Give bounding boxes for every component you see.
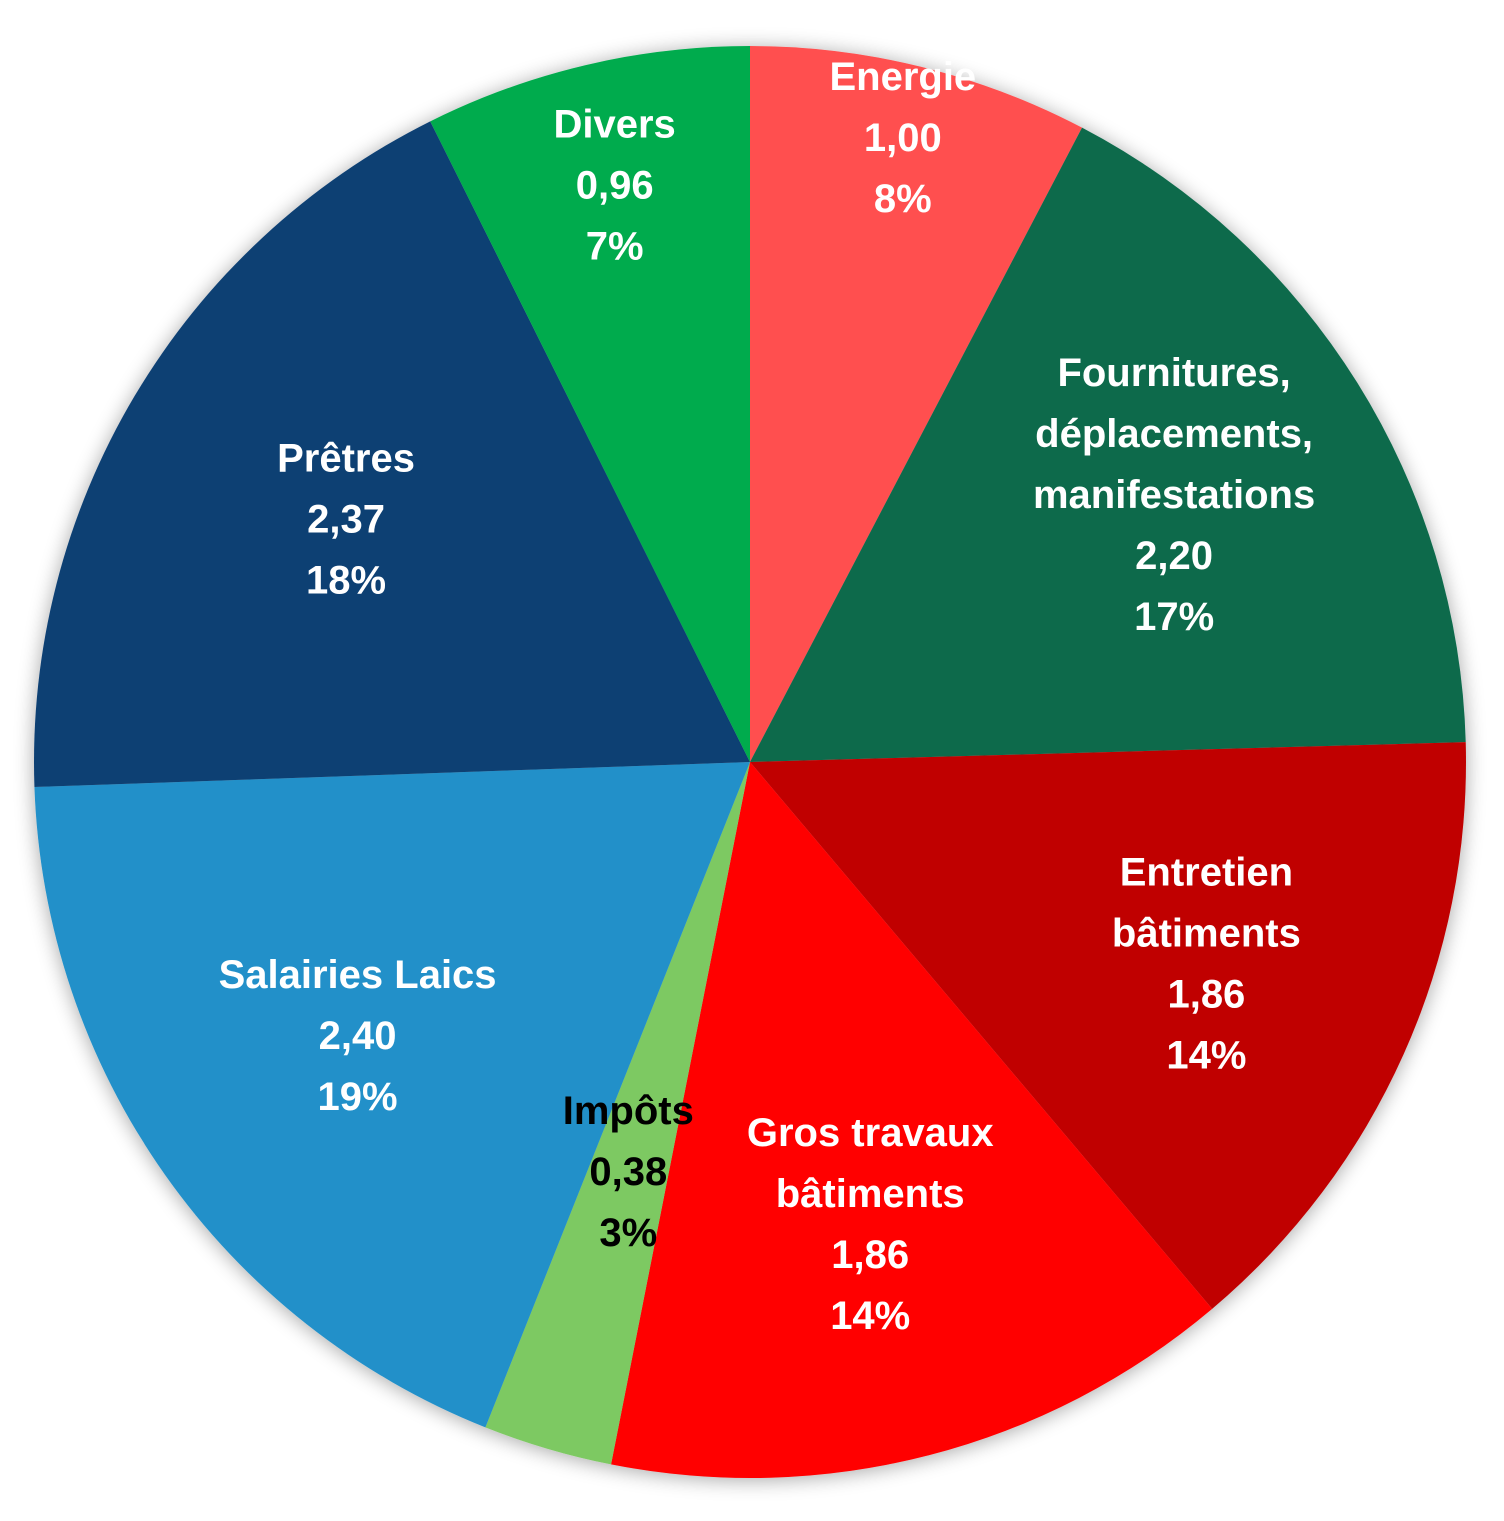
slice-category-label: Divers [553, 102, 675, 146]
pie-slice-label-7: Divers 0,96 7% [553, 102, 675, 268]
slice-value-label: 0,38 [589, 1150, 667, 1194]
pie-slice-1 [750, 127, 1466, 762]
slice-category-label: Impôts [563, 1089, 694, 1133]
slice-percent-label: 8% [874, 177, 932, 221]
slice-percent-label: 3% [599, 1211, 657, 1255]
slice-percent-label: 7% [586, 224, 644, 268]
pie-slice-4 [485, 762, 750, 1465]
slice-category-label: bâtiments [1112, 911, 1301, 955]
pie-slice-label-0: Energie 1,00 8% [829, 55, 976, 221]
slice-category-label: bâtiments [776, 1172, 965, 1216]
slice-percent-label: 19% [318, 1075, 398, 1119]
slice-value-label: 0,96 [576, 163, 654, 207]
slice-value-label: 2,37 [307, 497, 385, 541]
pie-slice-label-1: Fournitures, déplacements, manifestations 2… [1033, 351, 1315, 639]
pie-slice-label-6: Prêtres 2,37 18% [277, 436, 415, 602]
pie-slice-label-4: Impôts 0,38 3% [563, 1089, 694, 1255]
pie-slice-label-3: Gros travaux bâtiments 1,86 14% [747, 1111, 994, 1338]
slice-category-label: Entretien [1120, 850, 1293, 894]
pie-slice-label-2: Entretien bâtiments 1,86 14% [1112, 850, 1301, 1077]
slice-category-label: manifestations [1033, 473, 1315, 517]
pie-labels: Energie 1,00 8% Fournitures, déplacements, ma… [219, 55, 1316, 1338]
slice-percent-label: 14% [1166, 1033, 1246, 1077]
pie-slice-5 [34, 762, 751, 1428]
pie-slices [34, 46, 1466, 1478]
slice-value-label: 1,00 [864, 116, 942, 160]
slice-value-label: 2,40 [319, 1014, 397, 1058]
slice-value-label: 1,86 [831, 1233, 909, 1277]
slice-category-label: Gros travaux [747, 1111, 994, 1155]
pie-slice-3 [611, 762, 1213, 1478]
pie-slice-7 [430, 46, 750, 762]
pie-slice-label-5: Salairies Laics 2,40 19% [219, 953, 497, 1119]
slice-category-label: Prêtres [277, 436, 415, 480]
slice-percent-label: 17% [1134, 595, 1214, 639]
slice-value-label: 1,86 [1167, 972, 1245, 1016]
slice-category-label: déplacements, [1035, 412, 1313, 456]
slice-category-label: Salairies Laics [219, 953, 497, 997]
pie-slice-2 [750, 742, 1466, 1309]
pie-slice-6 [34, 121, 751, 788]
pie-slice-0 [750, 46, 1083, 762]
slice-percent-label: 18% [306, 558, 386, 602]
slice-category-label: Energie [829, 55, 976, 99]
slice-category-label: Fournitures, [1057, 351, 1290, 395]
slice-value-label: 2,20 [1135, 534, 1213, 578]
slice-percent-label: 14% [830, 1294, 910, 1338]
